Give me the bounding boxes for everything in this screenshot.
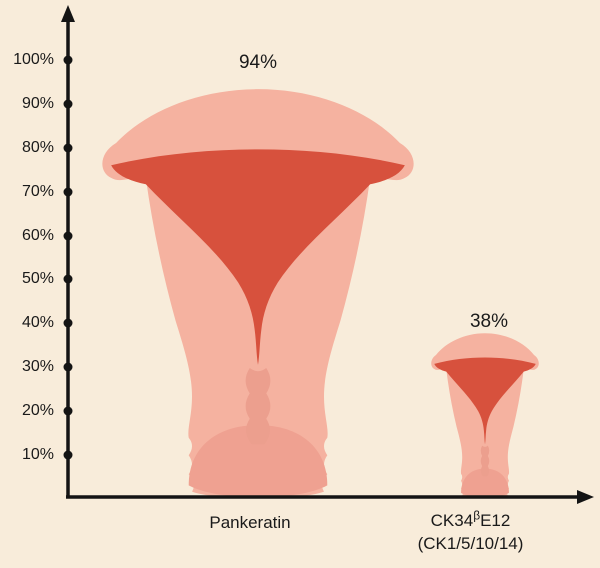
axis-tick-dot: [63, 187, 73, 197]
y-axis-tick-dots: [63, 55, 73, 460]
x-category-label-ck34be12: CK34βE12 (CK1/5/10/14): [373, 509, 568, 555]
uterus-bottom-shade-shape: [461, 468, 509, 498]
uterus-cervical-column-shape: [480, 445, 490, 477]
pictogram-bar-pankeratin: [102, 89, 414, 498]
axis-tick-dot: [63, 318, 73, 328]
bar-value-label: 94%: [238, 52, 278, 73]
y-axis-arrow-icon: [61, 5, 75, 22]
y-tick-label: 100%: [13, 51, 54, 68]
axis-tick-dot: [63, 143, 73, 153]
category-line1: CK34βE12: [430, 508, 511, 530]
uterus-cavity-shape: [111, 149, 405, 365]
y-tick-label: 80%: [21, 139, 54, 156]
axis-tick-dot: [63, 406, 73, 416]
category-line2: (CK1/5/10/14): [417, 534, 524, 553]
y-tick-label: 90%: [21, 95, 54, 112]
x-axis-arrow-icon: [577, 490, 594, 504]
y-tick-label: 20%: [21, 402, 54, 419]
axis-tick-dot: [63, 362, 73, 372]
axis-tick-dot: [63, 55, 73, 65]
y-tick-label: 40%: [21, 314, 54, 331]
category-text: Pankeratin: [209, 513, 291, 532]
uterus-cavity-shape: [434, 357, 536, 445]
y-tick-label: 30%: [21, 358, 54, 375]
beta-superscript: β: [473, 508, 481, 523]
axis-tick-dot: [63, 450, 73, 460]
x-category-label-pankeratin: Pankeratin: [155, 511, 345, 534]
y-tick-label: 10%: [21, 446, 54, 463]
uterus-cervical-column-shape: [245, 368, 271, 445]
axis-tick-dot: [63, 99, 73, 109]
pictogram-bar-ck34be12: [431, 333, 539, 498]
y-tick-label: 70%: [21, 183, 54, 200]
axis-tick-dot: [63, 274, 73, 284]
axis-tick-dot: [63, 231, 73, 241]
bar-value-label: 38%: [469, 311, 509, 332]
y-tick-label: 50%: [21, 270, 54, 287]
y-tick-label: 60%: [21, 227, 54, 244]
uterus-bottom-shade-shape: [188, 425, 328, 498]
